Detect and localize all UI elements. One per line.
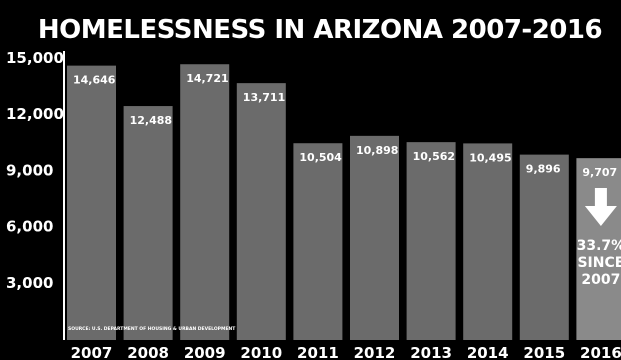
y-axis: 3,000 6,000 9,000 12,000 15,000 — [6, 49, 65, 340]
source-note: SOURCE: U.S. DEPARTMENT OF HOUSING & URB… — [68, 326, 236, 332]
x-tick-label: 2015 — [523, 344, 565, 360]
bar-2013 — [406, 142, 456, 340]
data-label: 9,896 — [526, 163, 561, 176]
y-tick-label: 15,000 — [6, 49, 64, 67]
data-label: 10,504 — [299, 151, 342, 164]
x-tick-label: 2012 — [354, 344, 396, 360]
y-tick-label: 9,000 — [6, 161, 53, 179]
data-label: 10,495 — [469, 151, 511, 164]
x-tick-label: 2009 — [184, 344, 226, 360]
annotation-line: 33.7% — [577, 238, 621, 254]
bar-2014 — [463, 143, 513, 340]
data-label: 13,711 — [243, 91, 285, 104]
y-tick-label: 6,000 — [6, 218, 53, 236]
down-arrow-icon — [584, 188, 617, 226]
bar-2009 — [180, 64, 230, 341]
x-tick-label: 2010 — [240, 344, 282, 360]
y-tick-label: 12,000 — [6, 105, 64, 123]
x-axis: 2007 2008 2009 2010 2011 2012 2013 2014 2015 2016 — [71, 344, 621, 360]
bars: 14,646 12,488 14,721 13,711 10,504 10,898 10,5… — [67, 64, 621, 341]
data-label: 12,488 — [130, 114, 172, 127]
chart-title: HOMELESSNESS IN ARIZONA 2007-2016 — [38, 15, 602, 45]
bar-2010 — [236, 83, 286, 340]
x-tick-label: 2016 — [580, 344, 621, 360]
bar-2011 — [293, 143, 343, 340]
x-tick-label: 2007 — [71, 344, 113, 360]
x-tick-label: 2011 — [297, 344, 339, 360]
x-tick-label: 2013 — [410, 344, 452, 360]
bar-2007 — [67, 65, 116, 341]
annotation-line: 2007 — [581, 272, 620, 288]
bar-2008 — [123, 106, 173, 340]
data-label: 14,646 — [73, 74, 116, 87]
y-tick-label: 3,000 — [6, 274, 53, 292]
annotation-line: SINCE — [577, 255, 621, 271]
bar-2015 — [519, 154, 569, 340]
data-label: 14,721 — [186, 72, 228, 85]
x-tick-label: 2008 — [127, 344, 169, 360]
data-label: 10,898 — [356, 144, 398, 157]
data-label: 9,707 — [582, 166, 617, 179]
bar-2012 — [350, 135, 399, 340]
data-label: 10,562 — [413, 150, 455, 163]
x-tick-label: 2014 — [467, 344, 509, 360]
